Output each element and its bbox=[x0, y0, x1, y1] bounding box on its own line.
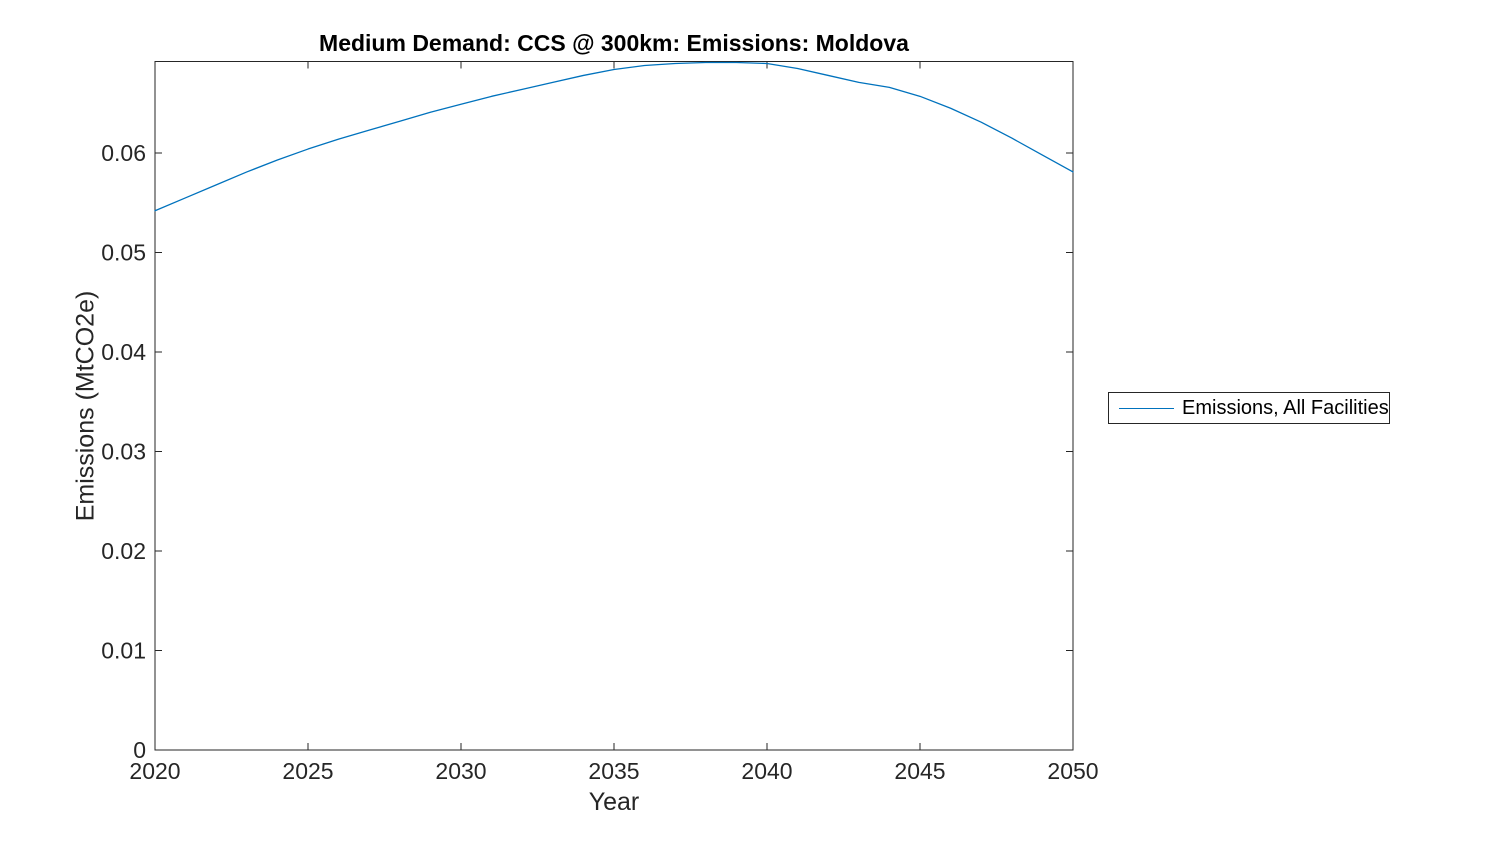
x-tick-label: 2050 bbox=[1047, 758, 1098, 784]
y-tick-label: 0.02 bbox=[101, 538, 146, 564]
chart-title: Medium Demand: CCS @ 300km: Emissions: M… bbox=[319, 30, 909, 56]
x-tick-label: 2020 bbox=[129, 758, 180, 784]
plot-box bbox=[154, 61, 1074, 751]
x-tick-label: 2030 bbox=[435, 758, 486, 784]
y-tick-label: 0.03 bbox=[101, 439, 146, 465]
y-tick-label: 0.04 bbox=[101, 339, 146, 365]
x-tick-label: 2045 bbox=[894, 758, 945, 784]
emissions-line bbox=[154, 61, 1074, 212]
legend-entry-label: Emissions, All Facilities bbox=[1182, 396, 1389, 419]
legend-line-sample bbox=[1119, 407, 1174, 409]
x-tick-label: 2035 bbox=[588, 758, 639, 784]
x-tick-label: 2040 bbox=[741, 758, 792, 784]
x-axis-label: Year bbox=[588, 788, 640, 816]
y-tick-label: 0.05 bbox=[101, 240, 146, 266]
y-tick-label: 0.06 bbox=[101, 140, 146, 166]
y-tick-label: 0.01 bbox=[101, 638, 146, 664]
y-tick-label: 0 bbox=[133, 737, 146, 763]
x-tick-label: 2025 bbox=[282, 758, 333, 784]
y-axis-label: Emissions (MtCO2e) bbox=[71, 290, 100, 522]
legend-box: Emissions, All Facilities bbox=[1108, 392, 1390, 424]
